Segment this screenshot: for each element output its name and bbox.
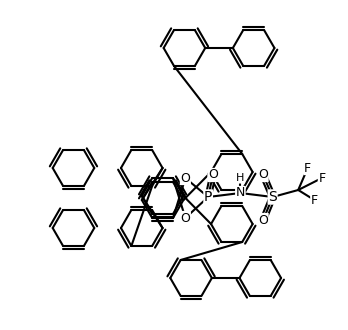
Text: F: F [304,161,311,175]
Text: O: O [208,169,218,182]
Text: F: F [311,193,318,207]
Text: O: O [181,172,190,184]
Text: O: O [258,169,268,182]
Text: F: F [318,172,325,184]
Text: H: H [236,173,245,183]
Text: N: N [236,186,245,200]
Text: O: O [181,212,190,224]
Text: P: P [204,190,212,204]
Text: S: S [268,190,277,204]
Text: O: O [258,214,268,226]
